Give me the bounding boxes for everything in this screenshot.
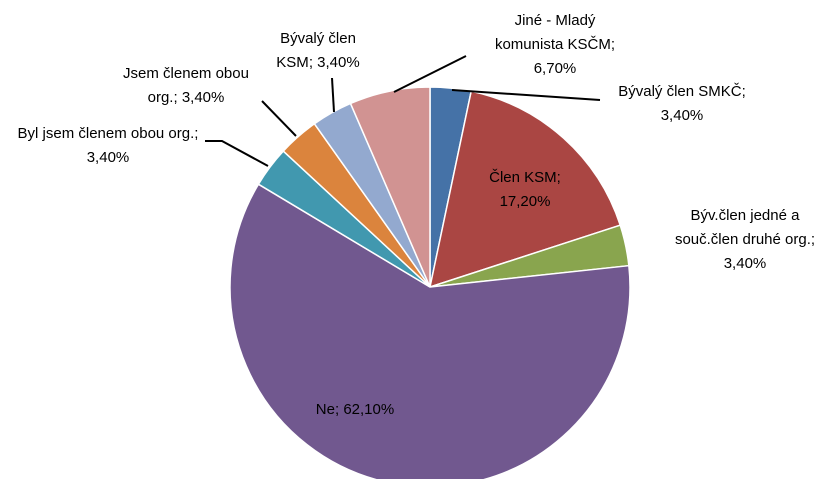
label-separator: ; [810, 231, 816, 248]
label-value: 3,40% [723, 255, 767, 272]
data-label: Ne; 62,10% [255, 398, 455, 422]
label-category: Býv.člen jedné a souč.člen druhé org. [674, 207, 811, 248]
label-separator: ; [173, 89, 182, 106]
label-category: Člen KSM [489, 169, 557, 186]
label-value: 3,40% [181, 89, 225, 106]
label-separator: ; [556, 169, 561, 186]
data-label: Byl jsem členem obou org.; 3,40% [13, 122, 203, 170]
data-label: Býv.člen jedné a souč.člen druhé org.; 3… [658, 204, 833, 276]
label-separator: ; [741, 83, 746, 100]
leader-line [393, 55, 467, 93]
leader-line [451, 89, 601, 101]
leader-line [205, 140, 269, 167]
pie-slice [428, 90, 622, 289]
label-value: 3,40% [317, 54, 360, 71]
label-separator: ; [194, 125, 199, 142]
label-separator: ; [308, 54, 318, 71]
label-category: Ne [315, 401, 335, 418]
label-category: Bývalý člen SMKČ [618, 83, 742, 100]
label-value: 3,40% [660, 107, 704, 124]
data-label: Jiné - Mladý komunista KSČM; 6,70% [484, 9, 626, 81]
label-value: 6,70% [533, 60, 577, 77]
label-category: Byl jsem členem obou org. [17, 125, 195, 142]
pie-slice [229, 183, 631, 479]
label-value: 17,20% [499, 193, 551, 210]
leader-line [331, 77, 335, 113]
data-label: Jsem členem obou org.; 3,40% [120, 62, 252, 110]
pie-slice [349, 86, 431, 288]
data-label: Bývalý člen SMKČ; 3,40% [600, 80, 765, 128]
label-value: 3,40% [86, 149, 130, 166]
data-label: Člen KSM; 17,20% [479, 166, 571, 214]
leader-line [261, 100, 297, 137]
label-separator: ; [334, 401, 344, 418]
data-label: Bývalý člen KSM; 3,40% [269, 27, 367, 75]
label-separator: ; [610, 36, 616, 53]
label-category: Jsem členem obou org. [123, 65, 249, 106]
label-category: Jiné - Mladý komunista KSČM [494, 12, 611, 53]
label-value: 62,10% [343, 401, 395, 418]
label-category: Bývalý člen KSM [276, 30, 356, 71]
